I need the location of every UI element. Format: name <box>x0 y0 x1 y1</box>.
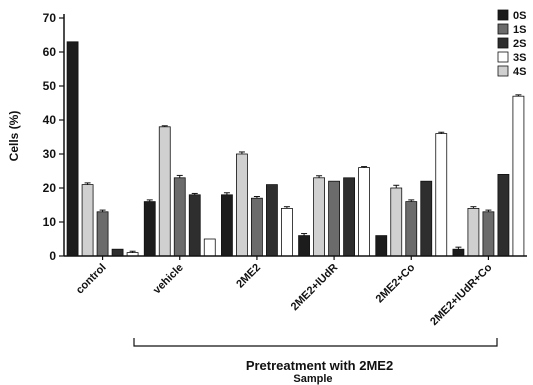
legend-swatch <box>497 9 509 21</box>
bar <box>358 167 370 257</box>
bracket-label: Pretreatment with 2ME2 <box>246 358 393 373</box>
bar <box>298 235 310 257</box>
legend-swatch <box>497 65 509 77</box>
bar <box>111 248 124 257</box>
bar <box>482 211 495 257</box>
bar <box>266 184 278 257</box>
legend-label: 2S <box>513 38 526 50</box>
bar <box>221 194 233 257</box>
legend-swatch <box>497 37 509 49</box>
bar <box>281 207 293 257</box>
x-tick-label: 2ME2+IUdR+Co <box>428 261 495 328</box>
bar <box>203 238 216 257</box>
bar <box>452 248 465 257</box>
legend-label: 1S <box>513 24 526 36</box>
y-tick-label: 30 <box>43 147 57 161</box>
x-tick-label: control <box>74 262 109 297</box>
legend-label: 0S <box>513 10 526 22</box>
bar <box>405 201 418 257</box>
y-tick-label: 20 <box>43 181 57 195</box>
bar <box>435 133 448 257</box>
x-tick-label: vehicle <box>151 262 186 297</box>
bar <box>66 41 79 257</box>
bar <box>375 235 388 257</box>
y-tick-label: 50 <box>43 79 57 93</box>
bar <box>143 201 156 257</box>
bar <box>343 177 355 257</box>
y-tick-label: 60 <box>43 45 57 59</box>
legend-swatch <box>497 23 509 35</box>
bar <box>313 177 325 257</box>
bar <box>81 184 94 257</box>
x-tick-label: 2ME2 <box>234 262 263 291</box>
y-tick-label: 70 <box>43 11 57 25</box>
bracket-line <box>133 338 498 347</box>
x-tick-label: 2ME2+IUdR <box>289 262 341 314</box>
bar <box>328 180 340 257</box>
axes-layer: control vehicle 2ME2 2ME2+IUdR 2ME2+Co 2ME2+I… <box>43 11 527 328</box>
bar <box>512 95 525 257</box>
pretreatment-bracket: Pretreatment with 2ME2 <box>133 338 498 373</box>
legend-label: 3S <box>513 52 526 64</box>
bar <box>188 194 201 257</box>
y-tick-label: 40 <box>43 113 57 127</box>
x-tick-label: 2ME2+Co <box>374 261 418 305</box>
legend-label: 4S <box>513 66 526 78</box>
y-axis-title: Cells (%) <box>7 111 21 162</box>
y-tick-label: 0 <box>49 249 56 263</box>
bar <box>420 180 433 257</box>
bar <box>158 126 171 257</box>
bar <box>251 197 263 257</box>
bar <box>236 153 248 257</box>
bar <box>96 211 109 257</box>
legend: 0S 1S 2S 3S 4S <box>497 9 526 78</box>
bar <box>173 177 186 257</box>
bars-layer <box>66 41 525 257</box>
y-tick-label: 10 <box>43 215 57 229</box>
bar <box>390 187 403 257</box>
legend-swatch <box>497 51 509 63</box>
bar <box>467 207 480 257</box>
bar <box>497 173 510 257</box>
x-axis-title: Sample <box>293 373 332 385</box>
